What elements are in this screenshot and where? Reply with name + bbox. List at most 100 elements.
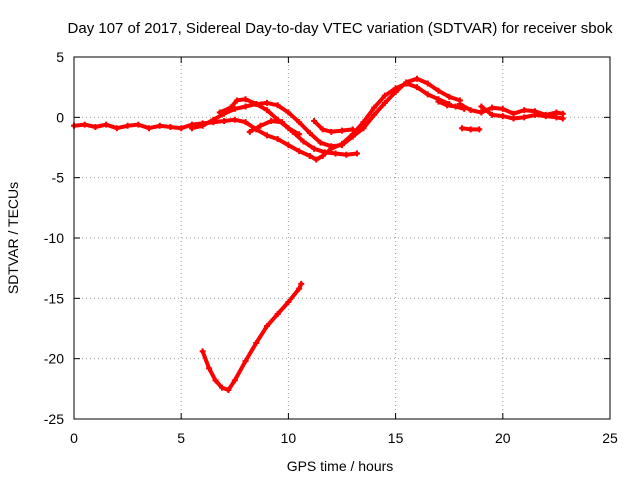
- data-point: [113, 125, 120, 132]
- data-point: [467, 107, 474, 114]
- x-axis-label: GPS time / hours: [287, 458, 394, 474]
- data-point: [242, 119, 249, 126]
- data-point: [242, 358, 249, 365]
- series-arc-late-2: [478, 103, 566, 122]
- x-tick-label: 25: [602, 430, 618, 446]
- data-point: [381, 92, 388, 99]
- data-point: [542, 113, 549, 120]
- x-tick-label: 5: [177, 430, 185, 446]
- data-point: [435, 98, 442, 105]
- data-point: [311, 117, 318, 124]
- data-point: [135, 121, 142, 128]
- data-point: [559, 115, 566, 122]
- data-point: [306, 152, 313, 159]
- data-point: [392, 88, 399, 95]
- data-point: [274, 311, 281, 318]
- data-point: [206, 365, 213, 372]
- data-point: [489, 111, 496, 118]
- data-point: [210, 116, 217, 123]
- series-arc-late: [456, 101, 566, 118]
- y-tick-label: -5: [52, 170, 65, 186]
- data-point: [499, 105, 506, 112]
- data-point: [328, 143, 335, 150]
- data-point: [381, 99, 388, 106]
- data-point: [263, 132, 270, 139]
- data-point: [306, 130, 313, 137]
- data-point: [274, 136, 281, 143]
- data-point: [225, 387, 232, 394]
- data-point: [242, 103, 249, 110]
- data-point: [263, 323, 270, 330]
- data-point: [242, 96, 249, 103]
- data-point: [268, 117, 275, 124]
- data-point: [296, 148, 303, 155]
- data-point: [446, 93, 453, 100]
- series-arc-dip: [199, 280, 305, 394]
- y-tick-label: -25: [44, 411, 64, 427]
- data-point: [319, 152, 326, 159]
- data-point: [300, 138, 307, 145]
- series-arc-short-1: [216, 96, 303, 138]
- data-point: [298, 280, 305, 287]
- data-point: [371, 111, 378, 118]
- data-point: [253, 101, 260, 108]
- data-point: [274, 116, 281, 123]
- data-point: [233, 97, 240, 104]
- axis-ticks: 0 5 10 15 20 25 -25 -20 -15 -10 -5 0 5: [44, 49, 618, 446]
- data-series: [71, 75, 566, 394]
- x-tick-label: 20: [495, 430, 511, 446]
- data-point: [424, 80, 431, 87]
- data-point: [257, 122, 264, 129]
- data-point: [521, 107, 528, 114]
- data-point: [188, 125, 195, 132]
- data-point: [246, 128, 253, 135]
- data-point: [212, 377, 219, 384]
- x-tick-label: 15: [388, 430, 404, 446]
- data-point: [414, 84, 421, 91]
- series-arc-isolated-1: [435, 98, 468, 112]
- x-tick-label: 10: [281, 430, 297, 446]
- data-point: [231, 377, 238, 384]
- data-point: [354, 150, 361, 157]
- data-point: [467, 126, 474, 133]
- data-point: [478, 103, 485, 110]
- data-point: [311, 145, 318, 152]
- data-point: [452, 103, 459, 110]
- y-tick-label: -20: [44, 351, 64, 367]
- data-point: [531, 111, 538, 118]
- data-point: [103, 121, 110, 128]
- data-point: [424, 91, 431, 98]
- data-point: [478, 109, 485, 116]
- data-point: [218, 384, 225, 391]
- y-tick-label: 5: [56, 49, 64, 65]
- data-point: [360, 119, 367, 126]
- data-point: [371, 104, 378, 111]
- data-point: [227, 104, 234, 111]
- data-point: [403, 79, 410, 86]
- y-tick-label: -10: [44, 230, 64, 246]
- data-point: [319, 126, 326, 133]
- data-point: [81, 121, 88, 128]
- data-point: [321, 149, 328, 156]
- data-point: [231, 105, 238, 112]
- data-point: [263, 107, 270, 114]
- data-point: [317, 139, 324, 146]
- y-axis-label: SDTVAR / TECUs: [5, 182, 21, 294]
- data-point: [296, 119, 303, 126]
- data-point: [435, 87, 442, 94]
- data-point: [476, 126, 483, 133]
- data-point: [459, 125, 466, 132]
- data-point: [285, 125, 292, 132]
- series-line: [200, 281, 304, 392]
- data-point: [332, 150, 339, 157]
- data-point: [146, 125, 153, 132]
- data-point: [156, 122, 163, 129]
- data-point: [414, 75, 421, 82]
- data-point: [216, 109, 223, 116]
- chart-title: Day 107 of 2017, Sidereal Day-to-day VTE…: [68, 20, 613, 37]
- data-point: [553, 114, 560, 121]
- data-point: [461, 105, 468, 112]
- data-point: [285, 109, 292, 116]
- data-point: [124, 122, 131, 129]
